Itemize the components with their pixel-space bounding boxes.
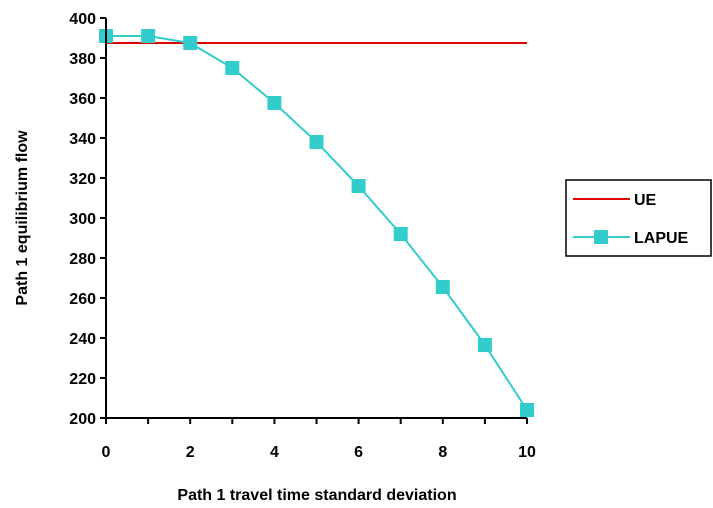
legend-marker — [594, 230, 608, 244]
x-tick-label: 6 — [354, 444, 363, 461]
x-tick-label: 4 — [270, 444, 279, 461]
series-line-lapue — [106, 35, 528, 411]
y-tick-label: 400 — [69, 11, 96, 28]
data-point — [141, 29, 156, 43]
legend: UE LAPUE — [565, 179, 712, 257]
y-tick-label: 200 — [69, 411, 96, 428]
data-point — [477, 338, 492, 352]
y-tick-label: 320 — [69, 171, 96, 188]
data-point — [393, 227, 408, 241]
data-point — [520, 403, 534, 417]
y-tick-label: 280 — [69, 251, 96, 268]
data-point — [309, 135, 324, 149]
data-point — [225, 61, 240, 75]
y-axis-title: Path 1 equilibrium flow — [14, 130, 31, 306]
y-tick-label: 340 — [69, 131, 96, 148]
x-tick-label: 2 — [186, 444, 195, 461]
legend-box — [565, 179, 712, 257]
y-tick-label: 380 — [69, 51, 96, 68]
y-tick-label: 360 — [69, 91, 96, 108]
data-point — [435, 280, 450, 294]
x-tick-label: 0 — [102, 444, 111, 461]
data-point — [351, 179, 366, 193]
y-tick-label: 220 — [69, 371, 96, 388]
legend-label: UE — [634, 192, 657, 209]
y-tick-label: 260 — [69, 291, 96, 308]
legend-label: LAPUE — [634, 230, 689, 247]
plot-area — [99, 29, 534, 417]
data-point — [183, 36, 198, 50]
y-tick-label: 240 — [69, 331, 96, 348]
legend-item-lapue: LAPUE — [573, 230, 689, 247]
x-tick-label: 10 — [518, 444, 536, 461]
y-tick-label: 300 — [69, 211, 96, 228]
legend-item-ue: UE — [573, 192, 657, 209]
x-axis-title: Path 1 travel time standard deviation — [177, 487, 456, 504]
data-point — [267, 96, 282, 110]
axes: 200 220 240 260 280 300 320 340 360 380 400 0 2 4 6 8 10 — [69, 11, 536, 461]
x-tick-label: 8 — [438, 444, 447, 461]
